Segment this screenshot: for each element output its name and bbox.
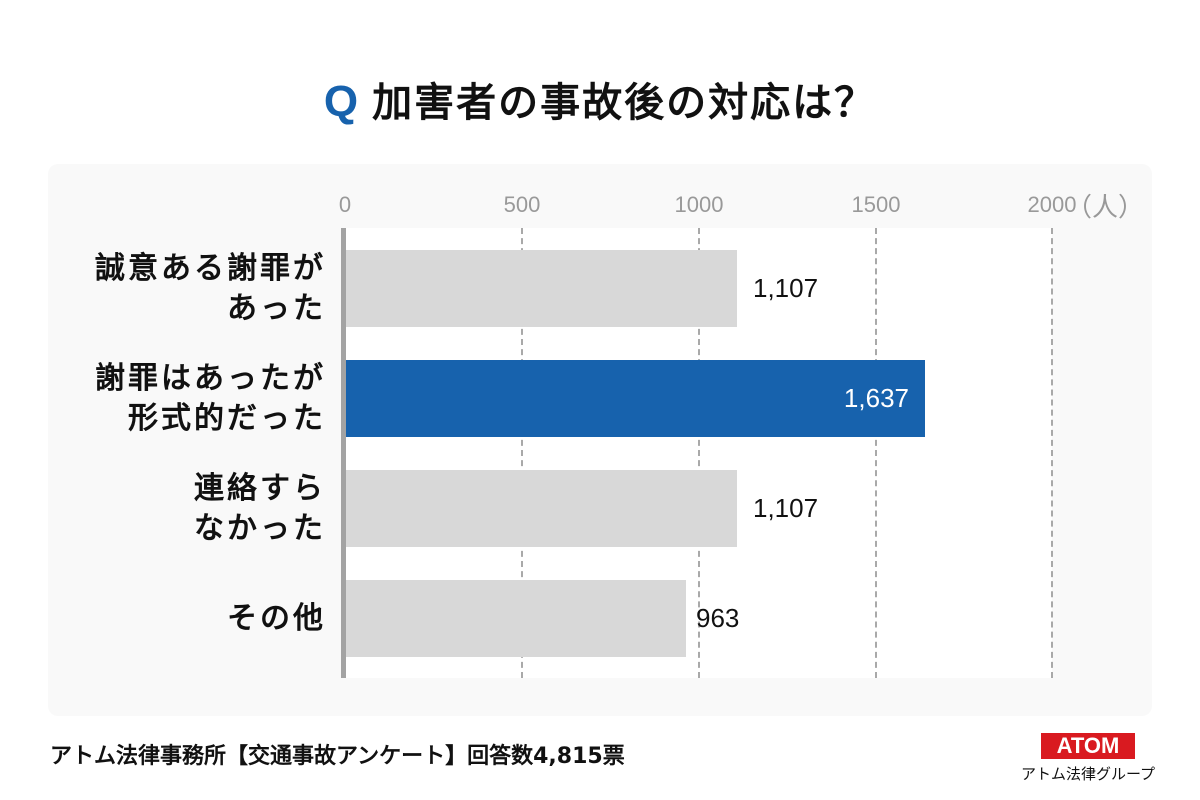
bar (346, 580, 686, 657)
value-label: 1,107 (753, 273, 819, 303)
gridline (698, 228, 700, 678)
gridline (521, 228, 523, 678)
x-tick-label: 1500 (851, 192, 901, 217)
chart-title: Q 加害者の事故後の対応は？ (0, 70, 1200, 128)
y-axis-line (341, 228, 346, 678)
x-tick-label: 2000 (1027, 192, 1077, 217)
bar (346, 470, 737, 547)
value-label: 963 (696, 603, 740, 633)
source-note: アトム法律事務所【交通事故アンケート】回答数4,815票 (50, 744, 625, 769)
x-tick-label: 0 (338, 192, 352, 217)
x-tick-label: 1000 (674, 192, 724, 217)
gridline (875, 228, 877, 678)
value-label: 1,107 (753, 493, 819, 523)
x-tick-label: 500 (503, 192, 541, 217)
value-label: 1,637 (843, 383, 909, 413)
gridline (1051, 228, 1053, 678)
bar (346, 250, 737, 327)
logo-subtitle: アトム法律グループ (1020, 765, 1156, 783)
bar (346, 360, 925, 437)
q-icon: Q (323, 77, 361, 126)
category-label: 連絡すら なかった (194, 470, 326, 546)
category-label: その他 (227, 600, 326, 636)
category-label: 誠意ある謝罪が あった (95, 250, 326, 326)
axis-unit: （人） (1066, 193, 1145, 223)
atom-logo: ATOM (1041, 733, 1135, 759)
title-text: 加害者の事故後の対応は？ (372, 80, 877, 126)
category-label: 謝罪はあったが 形式的だった (95, 360, 326, 436)
